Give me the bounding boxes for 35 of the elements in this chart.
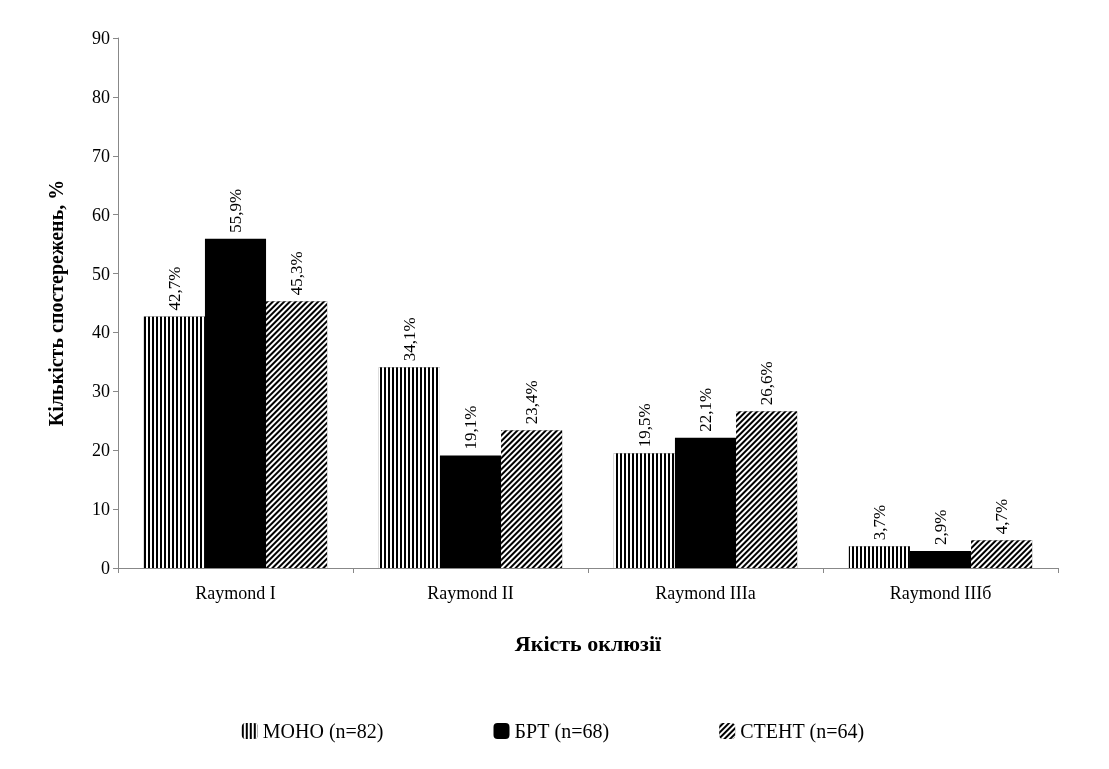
y-tick-label: 60 <box>92 204 110 225</box>
y-tick-label: 40 <box>92 322 110 343</box>
bar <box>439 455 502 568</box>
y-axis-title: Кількість спостережень, % <box>45 179 68 427</box>
data-label: 19,5% <box>634 403 654 448</box>
data-label: 3,7% <box>869 504 889 541</box>
x-tick-label: Raymond IIIa <box>655 583 756 603</box>
legend-label: СТЕНТ (n=64) <box>740 720 865 743</box>
bar <box>909 550 972 568</box>
data-label: 55,9% <box>226 188 245 233</box>
y-tick-label: 30 <box>92 381 110 402</box>
y-tick-label: 20 <box>92 440 110 461</box>
bar <box>204 238 267 568</box>
x-tick-label: Raymond I <box>195 583 276 603</box>
data-label: 2,9% <box>931 509 950 545</box>
x-tick-label: Raymond II <box>427 583 514 603</box>
y-tick-label: 50 <box>92 263 110 284</box>
data-label: 22,1% <box>696 387 715 432</box>
y-tick-label: 70 <box>92 145 110 166</box>
data-label: 34,1% <box>399 317 419 362</box>
legend-label: БРТ (n=68) <box>514 720 610 743</box>
x-tick-label: Raymond IIIб <box>889 583 992 603</box>
y-tick-label: 90 <box>92 28 110 48</box>
data-label: 4,7% <box>992 498 1012 535</box>
bar <box>674 437 737 568</box>
data-label: 42,7% <box>164 266 184 311</box>
y-tick-label: 10 <box>92 499 110 520</box>
y-tick-label: 80 <box>92 86 110 107</box>
data-label: 45,3% <box>287 251 307 296</box>
data-label: 19,1% <box>461 405 480 450</box>
x-axis-title: Якість оклюзії <box>514 630 663 656</box>
data-label: 23,4% <box>522 380 542 425</box>
legend-label: МОНО (n=82) <box>262 720 384 743</box>
data-label: 26,6% <box>757 361 777 406</box>
y-tick-label: 0 <box>101 558 110 578</box>
